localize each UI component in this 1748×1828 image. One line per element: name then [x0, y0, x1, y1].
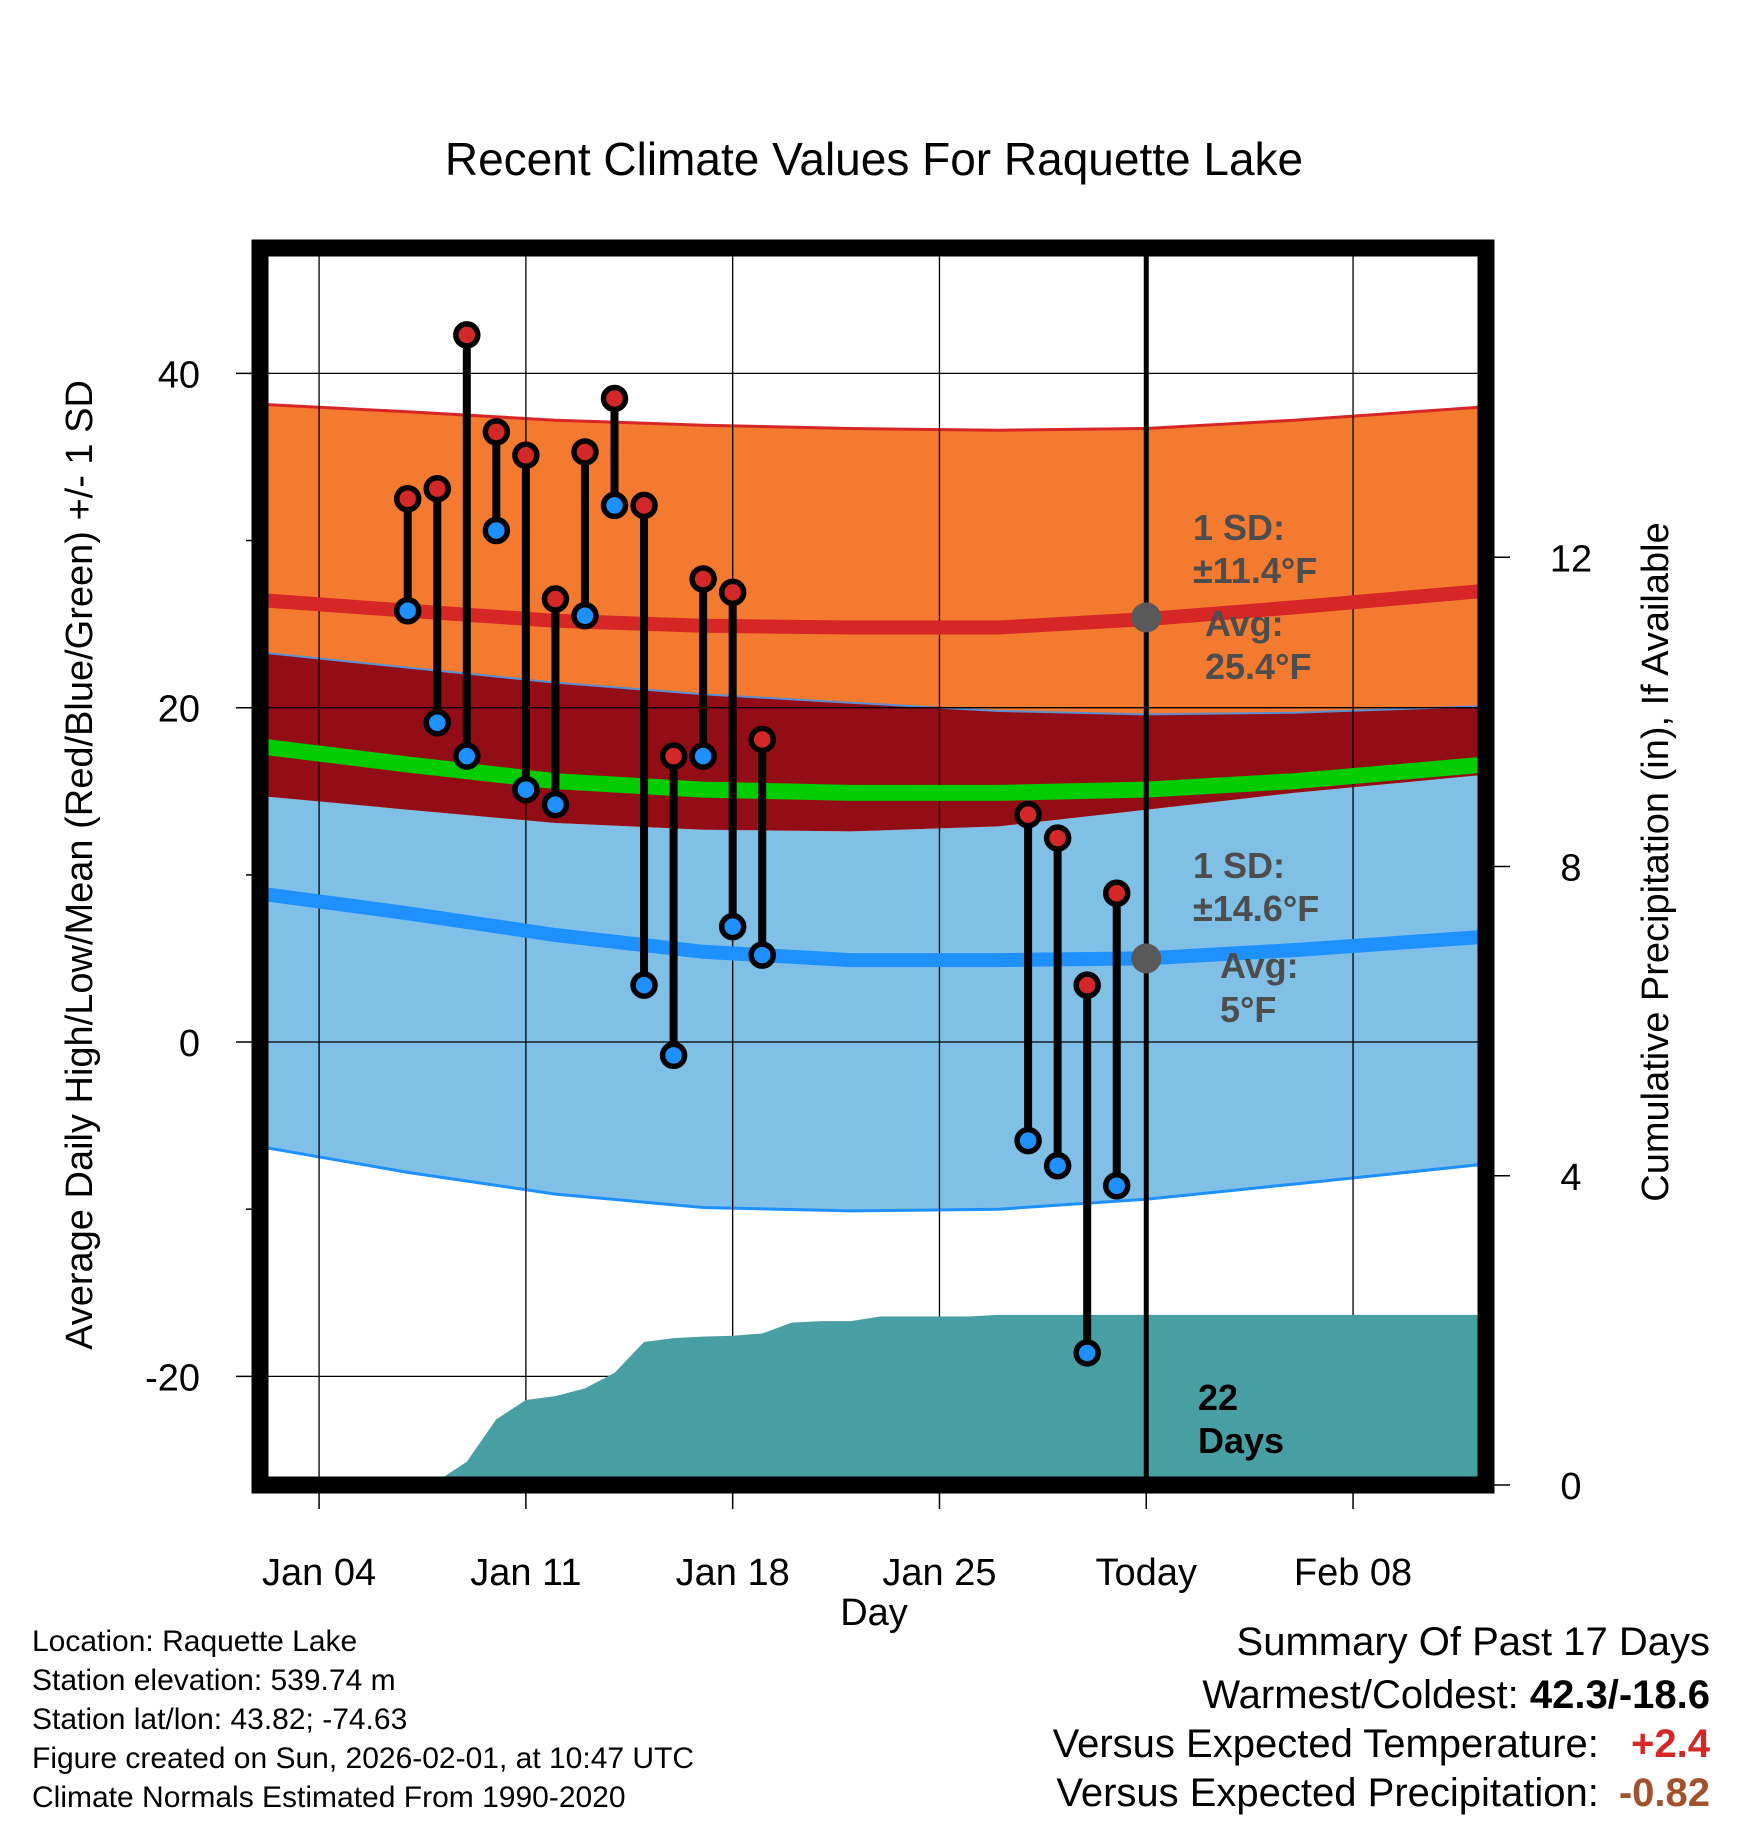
high-lower-edge	[260, 651, 1486, 716]
x-tick-label: Jan 04	[262, 1552, 376, 1594]
daily-high-point	[571, 438, 599, 466]
precip-days-count: 22	[1198, 1377, 1238, 1418]
low-sd-band	[260, 774, 1486, 1211]
y-tick-label: 0	[179, 1023, 200, 1065]
x-tick-label: Jan 18	[676, 1552, 790, 1594]
y-tick-label: 40	[158, 354, 200, 396]
x-tick-label: Jan 11	[470, 1552, 581, 1594]
daily-high-point	[393, 484, 422, 513]
daily-low-point	[630, 971, 658, 999]
high-avg-label: Avg:	[1205, 603, 1284, 644]
temp-label: Versus Expected Temperature:	[1052, 1722, 1599, 1766]
daily-low-point	[1102, 1172, 1131, 1200]
y-axis-label: Average Daily High/Low/Mean (Red/Blue/Gr…	[59, 380, 101, 1350]
low-sd-value: ±14.6°F	[1193, 888, 1319, 929]
y2-tick-label: 4	[1560, 1157, 1581, 1199]
daily-high-point	[748, 725, 776, 754]
daily-high-point	[718, 578, 747, 607]
daily-high-point	[1043, 824, 1072, 852]
daily-low-point	[748, 941, 776, 969]
high-upper-edge	[260, 402, 1486, 432]
temp-value: +2.4	[1631, 1722, 1710, 1766]
normal-low-line	[260, 886, 1486, 968]
high-avg-marker	[1131, 602, 1162, 633]
daily-high-point	[630, 491, 658, 520]
precip-area	[260, 1314, 1486, 1485]
plot-area	[260, 248, 1486, 1485]
x-tick-label: Jan 25	[882, 1552, 996, 1594]
normals-text: Climate Normals Estimated From 1990-2020	[32, 1781, 626, 1814]
y2-axis-label: Cumulative Precipitation (in), If Availa…	[1635, 522, 1677, 1201]
y2-tick-label: 12	[1550, 538, 1592, 580]
low-avg-label: Avg:	[1220, 945, 1299, 986]
daily-low-point	[482, 516, 511, 545]
daily-low-point	[571, 602, 599, 630]
high-sd-band	[260, 404, 1486, 715]
daily-low-point	[541, 790, 570, 819]
daily-low-point	[689, 742, 717, 770]
daily-low-point	[1043, 1151, 1072, 1180]
daily-high-point	[1102, 879, 1131, 907]
daily-low-point	[512, 775, 540, 804]
low-sd-label: 1 SD:	[1193, 845, 1285, 886]
summary-temp: Versus Expected Temperature: +2.4	[1053, 1722, 1710, 1767]
daily-high-point	[689, 565, 717, 593]
warm-cold-value: 42.3/-18.6	[1529, 1673, 1710, 1717]
daily-low-point	[453, 742, 481, 770]
daily-low-point	[1073, 1339, 1101, 1367]
daily-low-point	[659, 1041, 688, 1070]
summary-warm-cold: Warmest/Coldest: 42.3/-18.6	[1202, 1673, 1710, 1718]
precip-value: -0.82	[1618, 1771, 1710, 1815]
daily-low-point	[718, 912, 747, 941]
daily-high-point	[512, 441, 540, 470]
daily-low-point	[1014, 1126, 1042, 1155]
warm-cold-label: Warmest/Coldest:	[1202, 1673, 1519, 1717]
daily-high-point	[541, 585, 570, 613]
chart-title: Recent Climate Values For Raquette Lake	[445, 133, 1303, 185]
precip-label: Versus Expected Precipitation:	[1056, 1771, 1599, 1815]
latlon-text: Station lat/lon: 43.82; -74.63	[32, 1703, 408, 1736]
y2-tick-label: 0	[1560, 1466, 1581, 1508]
low-lower-edge	[260, 1145, 1486, 1213]
elevation-text: Station elevation: 539.74 m	[32, 1664, 396, 1697]
daily-high-point	[1073, 971, 1101, 999]
daily-high-point	[600, 384, 629, 413]
high-sd-value: ±11.4°F	[1193, 550, 1317, 591]
daily-high-point	[1014, 800, 1042, 829]
summary-precip: Versus Expected Precipitation: -0.82	[1056, 1771, 1710, 1816]
x-tick-label: Today	[1096, 1552, 1197, 1594]
daily-low-point	[600, 491, 629, 520]
y2-tick-label: 8	[1560, 848, 1581, 890]
daily-high-point	[423, 474, 452, 503]
daily-low-point	[393, 596, 422, 625]
normal-high-line	[260, 583, 1486, 635]
y-tick-label: 20	[158, 689, 200, 731]
daily-high-point	[482, 418, 511, 446]
high-sd-label: 1 SD:	[1193, 507, 1285, 548]
y-tick-label: -20	[145, 1357, 200, 1399]
normal-mean-line	[260, 738, 1486, 801]
location-text: Location: Raquette Lake	[32, 1625, 358, 1658]
precip-days-label: Days	[1198, 1420, 1284, 1461]
x-tick-label: Feb 08	[1294, 1552, 1412, 1594]
daily-high-point	[453, 321, 481, 349]
x-axis-label: Day	[840, 1592, 908, 1634]
daily-low-point	[423, 708, 452, 737]
low-avg-marker	[1131, 943, 1162, 974]
summary-title: Summary Of Past 17 Days	[1236, 1620, 1710, 1664]
daily-high-point	[659, 742, 688, 770]
high-avg-value: 25.4°F	[1205, 646, 1311, 687]
created-text: Figure created on Sun, 2026-02-01, at 10…	[32, 1742, 695, 1775]
low-avg-value: 5°F	[1220, 989, 1276, 1030]
